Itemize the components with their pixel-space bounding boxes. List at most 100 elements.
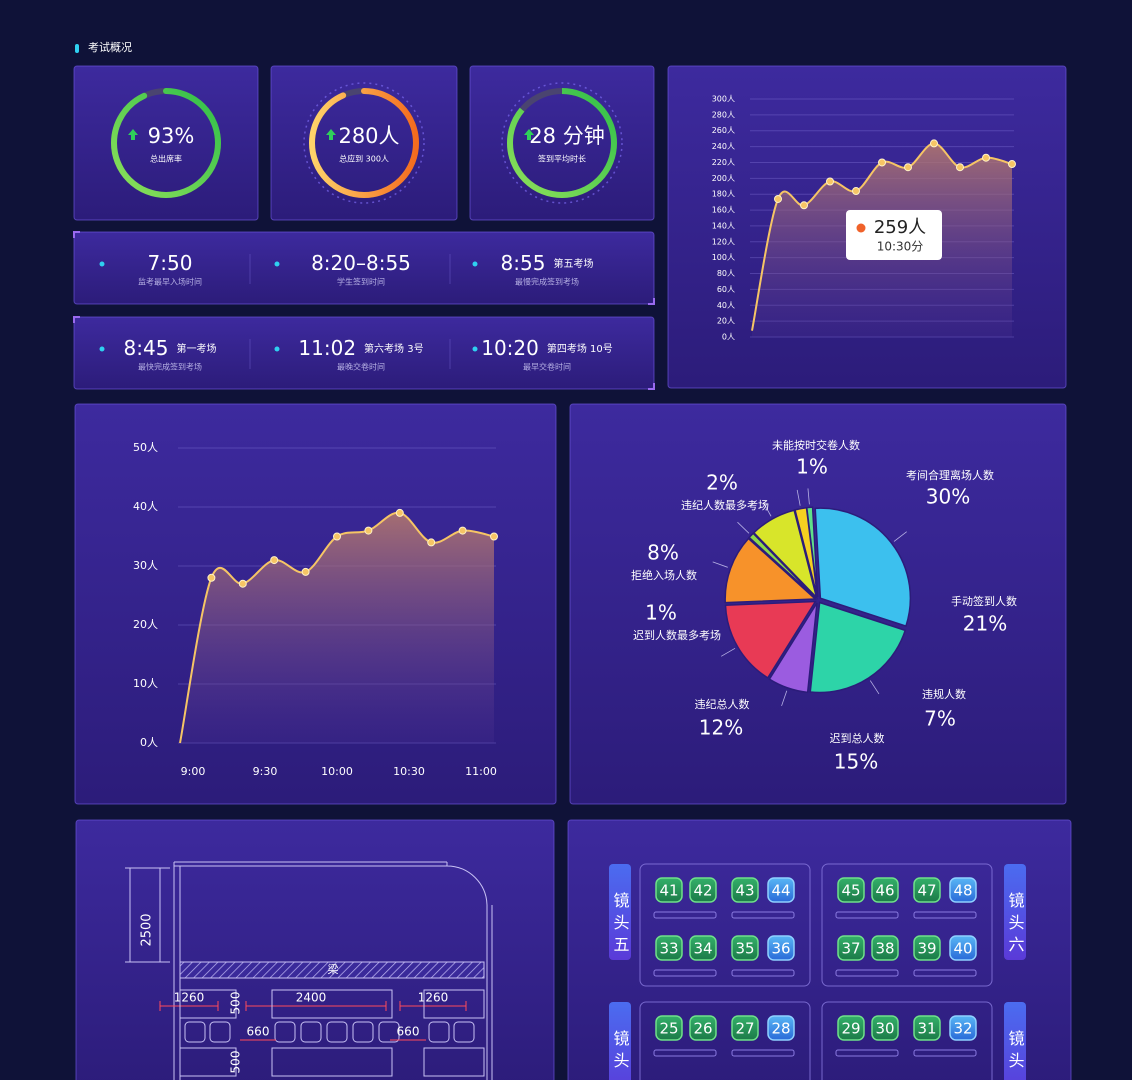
time-note: 第五考场	[553, 257, 593, 270]
tooltip-dot	[856, 223, 866, 233]
seat	[913, 877, 941, 903]
pie-slice	[724, 537, 818, 604]
pie-label: 迟到人数最多考场	[633, 628, 721, 642]
seat-number: 25	[659, 1020, 678, 1038]
point	[207, 573, 216, 582]
chair	[209, 1021, 231, 1043]
seat	[871, 877, 899, 903]
point	[930, 139, 938, 148]
camera-tab	[1004, 1002, 1026, 1080]
pie-slice	[814, 507, 912, 628]
seat-number: 28	[771, 1020, 790, 1038]
x-tick-label: 10:00	[321, 765, 353, 778]
seat	[767, 1015, 795, 1041]
tooltip-value: 259人	[874, 217, 926, 238]
seat	[731, 1015, 759, 1041]
seat-number: 33	[659, 940, 678, 958]
time-value: 11:02 第六考场 3号	[298, 336, 423, 360]
ring-value: 93%	[148, 124, 195, 148]
seat-number: 46	[875, 882, 894, 900]
pie-slice	[748, 532, 817, 599]
desk-bar	[731, 1049, 795, 1057]
y-tick-label: 140人	[712, 221, 735, 230]
corner-decoration	[648, 383, 655, 390]
pie-slice	[768, 602, 818, 694]
time-caption: 学生签到时间	[337, 277, 385, 287]
area	[180, 512, 494, 743]
time: 11:02	[298, 336, 356, 360]
seat-number: 26	[693, 1020, 712, 1038]
time: 7:50	[148, 251, 193, 275]
up-arrow	[326, 129, 336, 140]
point	[1008, 160, 1016, 169]
desk	[271, 1047, 393, 1077]
point	[301, 567, 310, 576]
y-tick-label: 30人	[133, 559, 158, 572]
desk	[423, 989, 485, 1019]
pie-label: 未能按时交卷人数	[772, 438, 860, 452]
tooltip-time: 10:30分	[877, 240, 924, 254]
time-value: 8:55 第五考场	[501, 251, 594, 275]
seat-number: 43	[735, 882, 754, 900]
time: 8:55	[501, 251, 546, 275]
camera-label: 镜头	[1006, 1029, 1025, 1074]
camera-tab	[609, 864, 631, 960]
leader-line	[893, 531, 907, 542]
ring-arc	[309, 88, 419, 198]
pie-value: 15%	[834, 750, 878, 774]
pie-label: 违纪人数最多考场	[681, 498, 769, 512]
y-tick-label: 0人	[140, 736, 158, 749]
chair	[428, 1021, 450, 1043]
ring-decoration	[303, 82, 425, 204]
seat-number: 29	[841, 1020, 860, 1038]
desk-bar	[913, 911, 977, 919]
ring-caption: 总应到 300人	[339, 154, 389, 164]
pie-value: 1%	[645, 601, 677, 625]
seat-number: 31	[917, 1020, 936, 1038]
camera-tab	[1004, 864, 1026, 960]
pie-slice	[752, 509, 818, 600]
seat-number: 36	[771, 940, 790, 958]
desk	[423, 1047, 485, 1077]
point	[427, 538, 436, 547]
x-tick-label: 10:30	[393, 765, 425, 778]
dimension: 2500	[140, 913, 155, 946]
y-tick-label: 180人	[712, 190, 735, 199]
seat	[837, 935, 865, 961]
ring-caption: 签到平均时长	[538, 154, 586, 164]
time-value: 8:20–8:55	[311, 251, 411, 275]
seat-number: 42	[693, 882, 712, 900]
leader-line	[720, 647, 736, 657]
y-tick-label: 260人	[712, 126, 735, 135]
point	[395, 508, 404, 517]
seat-group	[821, 1001, 993, 1080]
time-value: 8:45 第一考场	[124, 336, 217, 360]
y-tick-label: 280人	[712, 110, 735, 119]
ring-value: 28 分钟	[529, 124, 604, 148]
pie-label: 迟到总人数	[830, 731, 885, 745]
seat-number: 27	[735, 1020, 754, 1038]
time-value: 7:50	[148, 251, 193, 275]
seat	[913, 935, 941, 961]
seat	[913, 1015, 941, 1041]
pie-value: 12%	[699, 716, 743, 740]
point	[458, 526, 467, 535]
ring-arc	[507, 88, 617, 198]
chair	[300, 1021, 322, 1043]
pie-label: 手动签到人数	[951, 594, 1017, 608]
desk-bar	[731, 969, 795, 977]
time: 8:20–8:55	[311, 251, 411, 275]
x-tick-label: 9:00	[181, 765, 206, 778]
seat	[837, 877, 865, 903]
point	[878, 158, 886, 167]
seat-number: 47	[917, 882, 936, 900]
seat-group	[639, 863, 811, 987]
seat	[949, 935, 977, 961]
y-tick-label: 300人	[712, 95, 735, 104]
seat	[689, 1015, 717, 1041]
time-caption: 最晚交卷时间	[337, 362, 385, 372]
seat	[767, 935, 795, 961]
seat	[871, 935, 899, 961]
section-marker	[75, 44, 79, 53]
